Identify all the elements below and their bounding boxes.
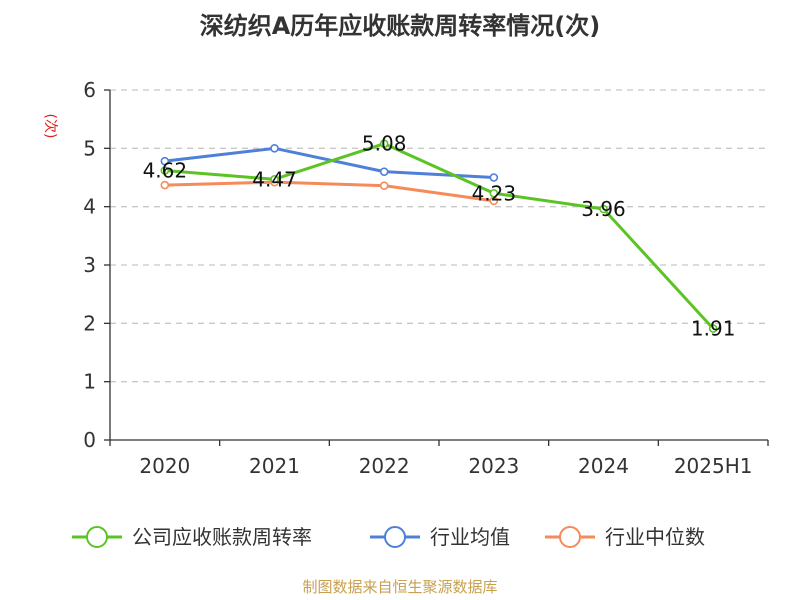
legend-marker bbox=[559, 526, 581, 548]
data-label: 4.47 bbox=[252, 167, 297, 191]
x-tick-label: 2021 bbox=[249, 454, 300, 478]
y-tick-label: 3 bbox=[83, 253, 96, 277]
data-point bbox=[379, 181, 389, 190]
y-tick-label: 4 bbox=[83, 195, 96, 219]
y-tick-label: 1 bbox=[83, 370, 96, 394]
data-point bbox=[708, 324, 718, 333]
data-label: 1.91 bbox=[691, 317, 736, 341]
y-tick-label: 0 bbox=[83, 428, 96, 452]
x-tick-label: 2020 bbox=[139, 454, 190, 478]
y-tick-label: 6 bbox=[83, 78, 96, 102]
axes: 0 1 2 3 4 5 6 2020 2021 2022 2023 2024 2025H1 bbox=[83, 78, 769, 478]
legend-marker bbox=[86, 526, 108, 548]
x-tick-label: 2025H1 bbox=[674, 454, 753, 478]
data-labels: 4.62 4.47 5.08 4.23 3.96 1.91 bbox=[143, 132, 736, 341]
data-point bbox=[379, 139, 389, 148]
series-layer bbox=[160, 139, 718, 333]
data-point bbox=[489, 188, 499, 198]
data-point bbox=[379, 167, 389, 176]
data-point bbox=[160, 180, 170, 190]
data-label: 3.96 bbox=[581, 197, 626, 221]
data-point bbox=[270, 174, 279, 184]
series-line bbox=[163, 142, 715, 331]
series-line bbox=[163, 180, 496, 203]
data-label: 4.23 bbox=[472, 181, 517, 205]
data-point bbox=[599, 204, 608, 214]
y-tick-label: 2 bbox=[83, 311, 96, 335]
chart-title: 深纺织A历年应收账款周转率情况(次) bbox=[200, 12, 601, 40]
x-tick-label: 2023 bbox=[468, 454, 519, 478]
source-note: 制图数据来自恒生聚源数据库 bbox=[302, 578, 497, 596]
legend-label: 行业均值 bbox=[430, 525, 510, 549]
y-tick-label: 5 bbox=[83, 136, 96, 160]
data-point bbox=[270, 144, 279, 153]
x-tick-label: 2022 bbox=[359, 454, 410, 478]
y-axis-label: (次) bbox=[42, 114, 58, 139]
x-tick-label: 2024 bbox=[578, 454, 629, 478]
legend-label: 公司应收账款周转率 bbox=[132, 525, 312, 549]
legend-item[interactable]: 公司应收账款周转率 bbox=[72, 525, 312, 549]
grid-lines bbox=[110, 89, 768, 383]
legend-item[interactable]: 行业均值 bbox=[370, 525, 510, 549]
data-point bbox=[160, 156, 170, 166]
legend-label: 行业中位数 bbox=[605, 525, 705, 549]
legend-item[interactable]: 行业中位数 bbox=[545, 525, 705, 549]
legend: 公司应收账款周转率 行业均值 行业中位数 bbox=[72, 525, 705, 549]
data-point bbox=[489, 173, 499, 182]
data-label: 4.62 bbox=[143, 159, 188, 183]
data-point bbox=[160, 166, 170, 175]
data-label: 5.08 bbox=[362, 132, 407, 156]
legend-marker bbox=[384, 526, 406, 548]
